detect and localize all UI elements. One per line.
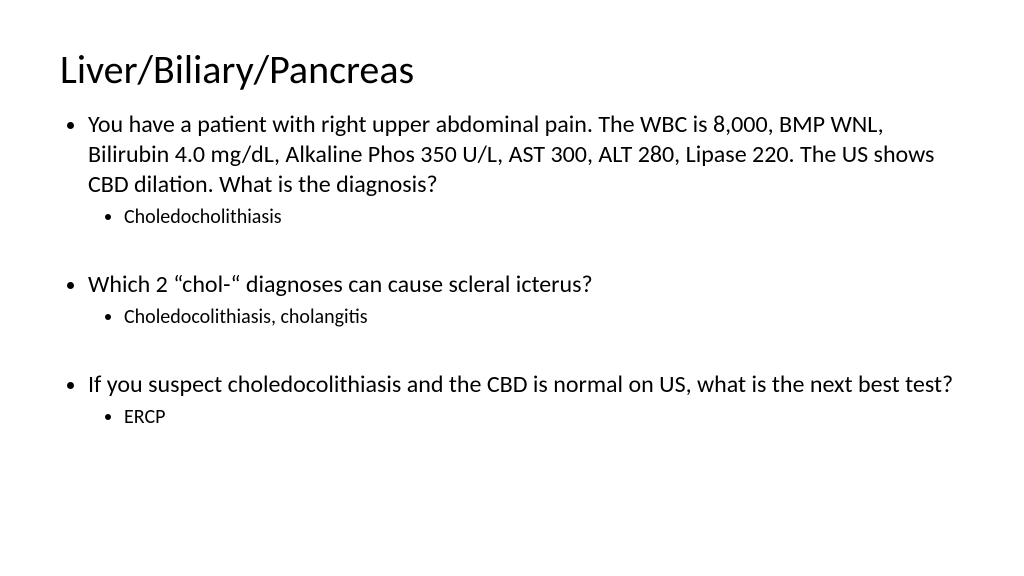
bullet-text: Which 2 “chol-“ diagnoses can cause scle…: [88, 270, 593, 299]
sub-bullet-item: ERCP: [124, 404, 964, 430]
sub-list: ERCP: [88, 404, 964, 430]
bullet-list: You have a patient with right upper abdo…: [60, 110, 964, 430]
slide: Liver/Biliary/Pancreas You have a patien…: [0, 0, 1024, 576]
sub-list: Choledocholithiasis: [88, 204, 964, 230]
bullet-text: If you suspect choledocolithiasis and th…: [88, 370, 953, 399]
bullet-text: You have a patient with right upper abdo…: [88, 110, 934, 199]
bullet-item: You have a patient with right upper abdo…: [88, 110, 964, 230]
sub-bullet-item: Choledocolithiasis, cholangitis: [124, 304, 964, 330]
bullet-item: If you suspect choledocolithiasis and th…: [88, 370, 964, 430]
slide-title: Liver/Biliary/Pancreas: [60, 48, 964, 92]
sub-list: Choledocolithiasis, cholangitis: [88, 304, 964, 330]
bullet-item: Which 2 “chol-“ diagnoses can cause scle…: [88, 270, 964, 330]
spacer: [88, 336, 964, 364]
spacer: [88, 236, 964, 264]
sub-bullet-item: Choledocholithiasis: [124, 204, 964, 230]
